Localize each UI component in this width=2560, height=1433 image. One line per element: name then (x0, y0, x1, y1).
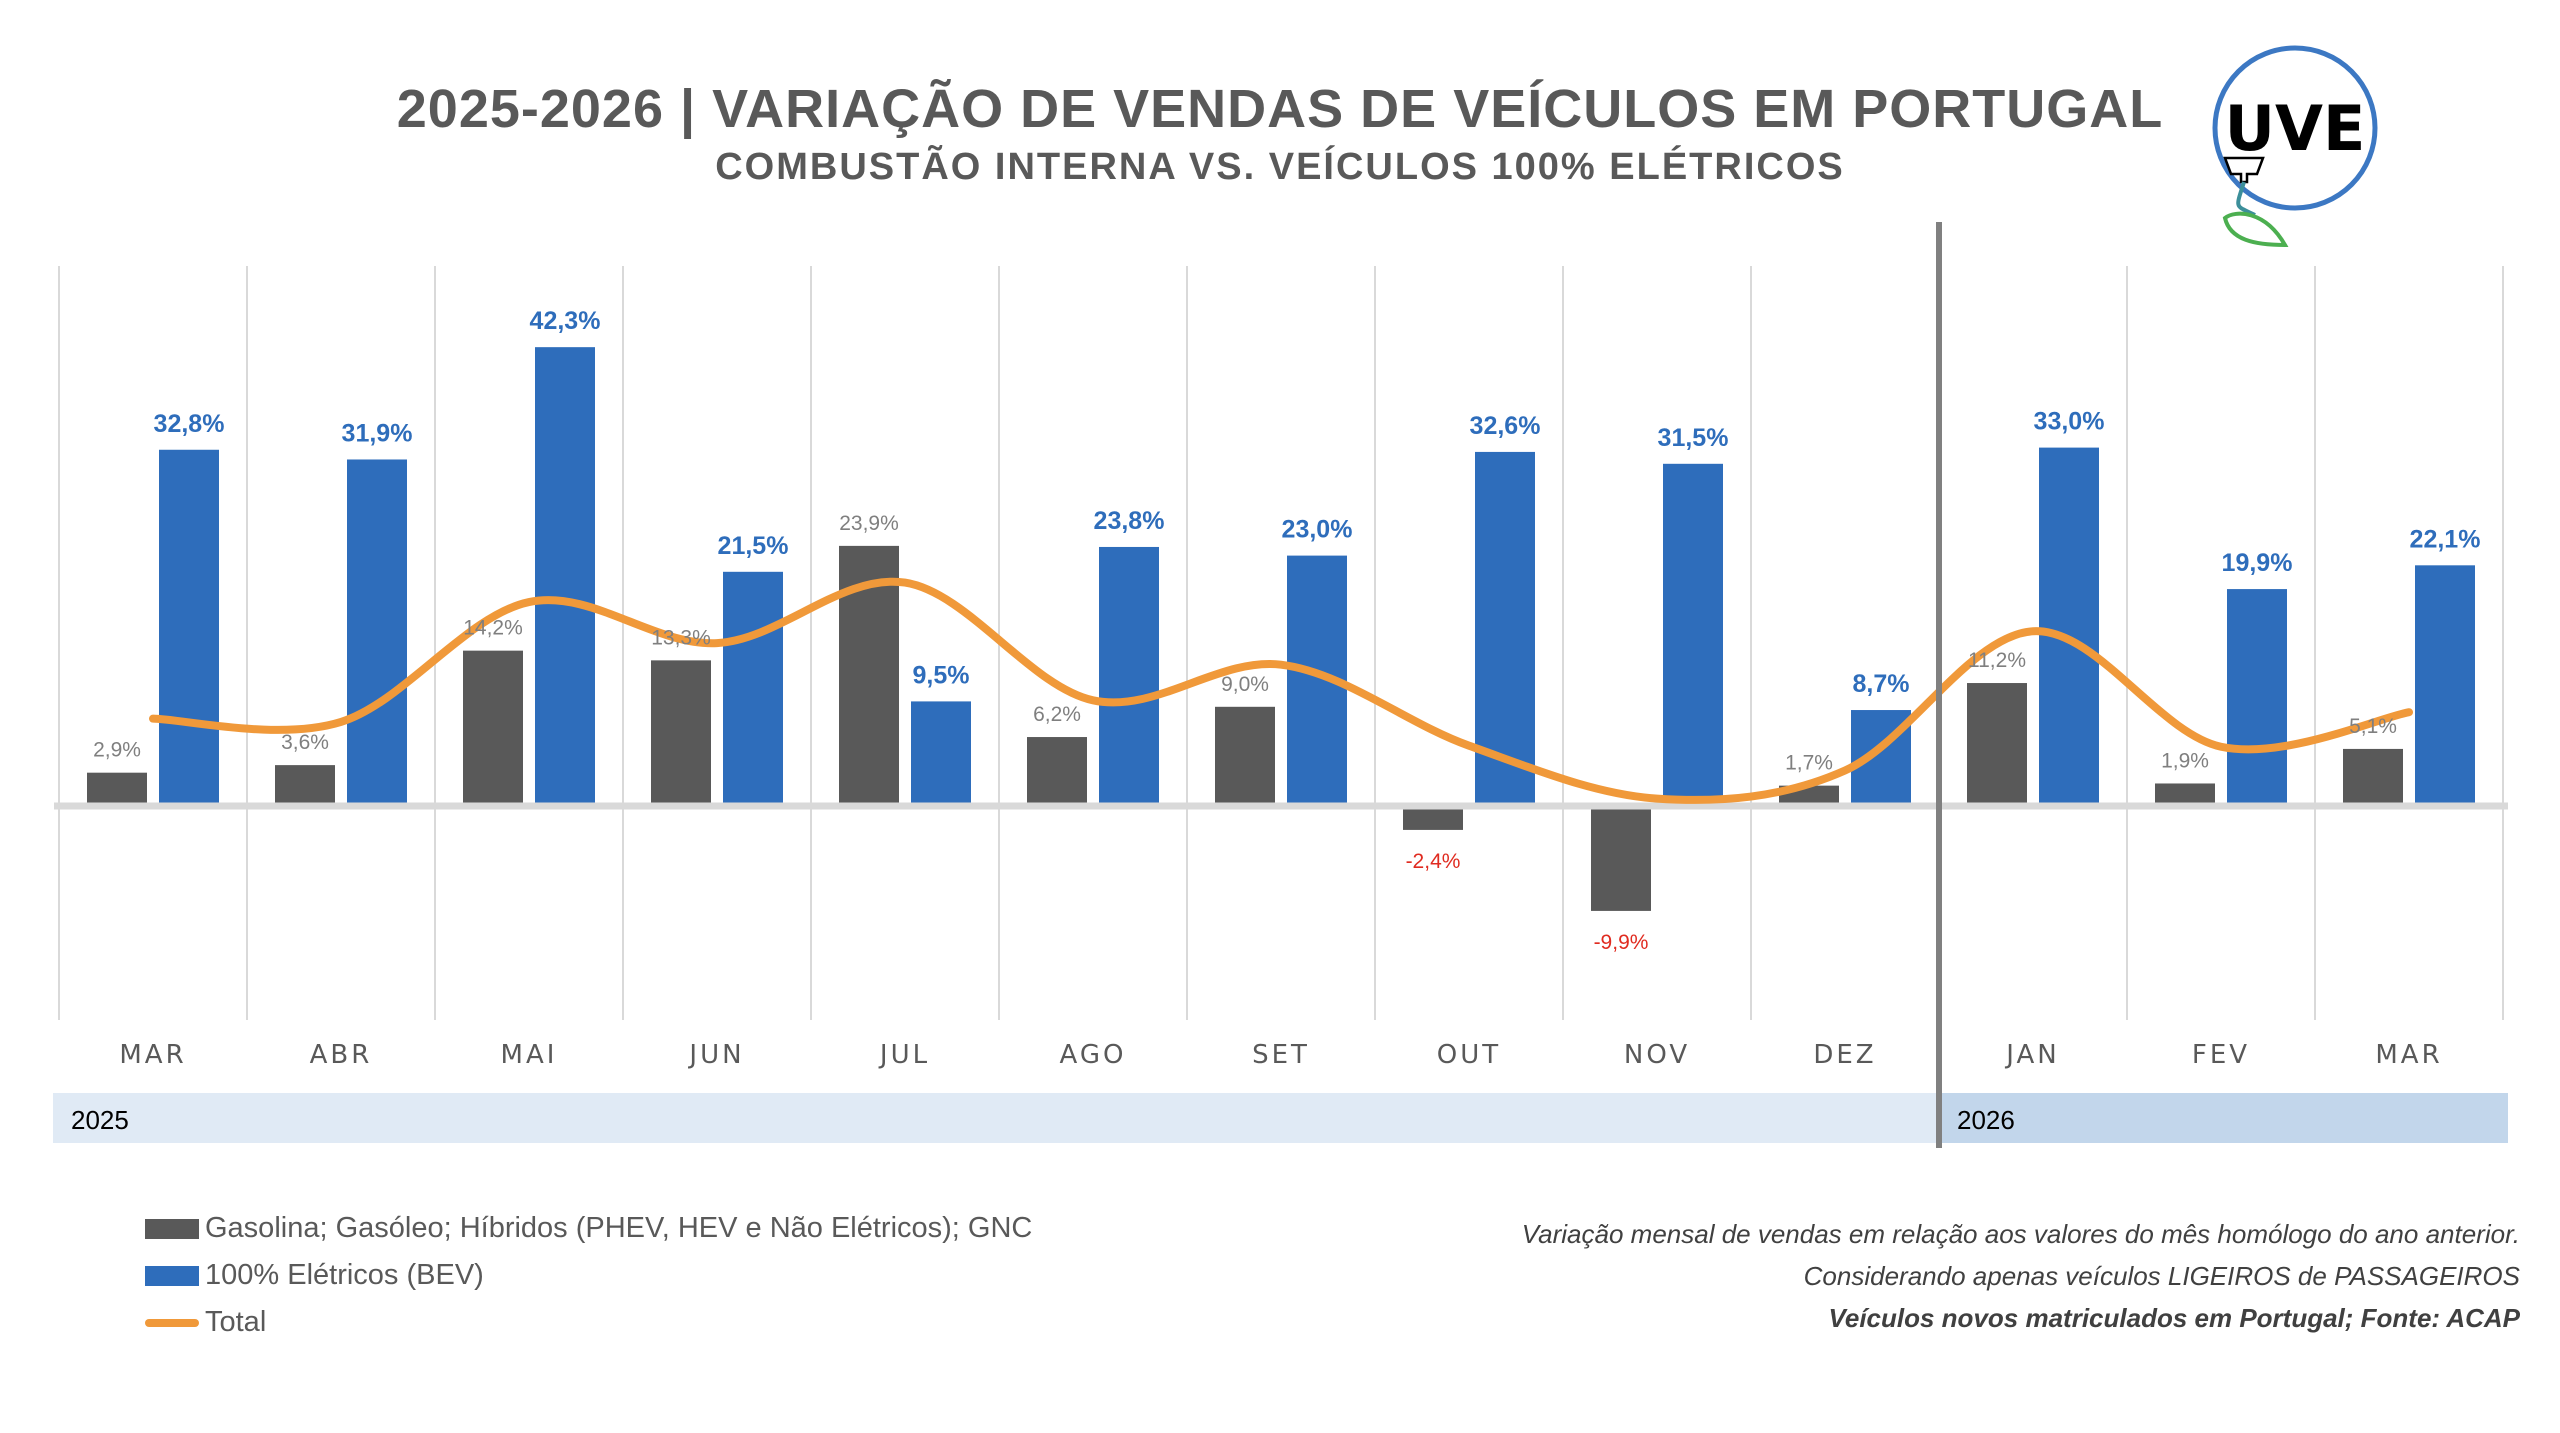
data-labels: 2,9% 32,8% 3,6% 31,9% 14,2% 42,3% 13,3% 21,5% 23… (93, 307, 2480, 954)
data-label-combustion: 5,1% (2349, 715, 2397, 738)
x-tick-label: JUL (878, 1040, 930, 1070)
gridlines (58, 266, 2504, 1020)
bar-bev (347, 459, 407, 804)
bar-combustion (463, 650, 523, 804)
footnote-source: Veículos novos matriculados em Portugal;… (1828, 1303, 2520, 1333)
bar-combustion (275, 765, 335, 804)
bar-bev (535, 347, 595, 804)
x-tick-label: SET (1252, 1040, 1310, 1070)
footnote-variation: Variação mensal de vendas em relação aos… (1521, 1219, 2520, 1249)
logo-ring-icon (2212, 45, 2378, 211)
leaf-icon (2222, 211, 2289, 248)
year-bands: 2025 2026 (53, 1093, 2508, 1143)
bar-combustion (87, 772, 147, 804)
data-label-bev: 23,8% (1094, 507, 1165, 535)
logo-text: UVE (2225, 92, 2366, 165)
data-label-combustion: 1,9% (2161, 749, 2209, 772)
legend-label: Total (205, 1306, 267, 1338)
bar-combustion (1967, 683, 2027, 804)
bev-swatch-icon (145, 1265, 199, 1286)
bar-bev (2415, 565, 2475, 804)
data-label-combustion: 11,2% (1968, 649, 2026, 672)
bar-bev (159, 449, 219, 804)
data-label-combustion: 2,9% (93, 739, 141, 762)
bar-combustion (2155, 783, 2215, 804)
plug-icon (2223, 156, 2265, 184)
data-label-bev: 42,3% (530, 307, 601, 335)
data-label-combustion: 9,0% (1221, 673, 1269, 696)
data-label-bev: 19,9% (2222, 549, 2293, 577)
bar-combustion (1591, 804, 1651, 911)
bar-combustion (2343, 748, 2403, 804)
data-label-combustion: 14,2% (463, 617, 523, 640)
legend-item-total[interactable]: Total (145, 1299, 1032, 1346)
total-line-swatch-icon (145, 1318, 199, 1327)
data-label-bev: 31,9% (342, 419, 413, 447)
data-label-combustion: 23,9% (839, 512, 899, 535)
bar-bev (1663, 463, 1723, 804)
bar-bev (723, 571, 783, 804)
x-tick-label: ABR (310, 1040, 373, 1070)
bar-combustion (1215, 706, 1275, 804)
year-label: 2025 (71, 1105, 129, 1135)
chart-title: 2025-2026 | VARIAÇÃO DE VENDAS DE VEÍCUL… (396, 79, 2164, 139)
year-band-2026 (1939, 1093, 2508, 1143)
total-line (149, 577, 2413, 804)
x-tick-label: MAI (501, 1040, 558, 1070)
footnote-scope: Considerando apenas veículos LIGEIROS de… (1803, 1261, 2520, 1291)
bar-combustion (1027, 737, 1087, 804)
data-label-combustion: -2,4% (1406, 850, 1461, 873)
x-tick-label: MAR (2375, 1040, 2442, 1070)
data-label-combustion: 13,3% (651, 626, 711, 649)
data-label-bev: 21,5% (718, 532, 789, 560)
bar-bev (1099, 546, 1159, 804)
x-tick-label: FEV (2192, 1040, 2250, 1070)
bar-bev (911, 701, 971, 804)
bar-bev (2227, 589, 2287, 804)
chart-subtitle: COMBUSTÃO INTERNA VS. VEÍCULOS 100% ELÉT… (715, 146, 1845, 188)
x-tick-labels: MAR ABR MAI JUN JUL AGO SET OUT NOV DEZ JAN FEV MAR (119, 1040, 2442, 1070)
bar-bev (2039, 447, 2099, 804)
data-label-bev: 32,6% (1470, 412, 1541, 440)
legend-item-bev[interactable]: 100% Elétricos (BEV) (145, 1252, 1032, 1299)
data-label-combustion: 3,6% (281, 731, 329, 754)
cable-icon (2236, 181, 2256, 217)
data-label-bev: 9,5% (913, 661, 970, 689)
data-label-combustion: 6,2% (1033, 703, 1081, 726)
data-label-combustion: 1,7% (1785, 752, 1833, 775)
x-tick-label: NOV (1624, 1040, 1690, 1070)
bars (87, 347, 2475, 911)
bar-bev (1475, 451, 1535, 804)
data-label-bev: 22,1% (2410, 525, 2481, 553)
legend-label: Gasolina; Gasóleo; Híbridos (PHEV, HEV e… (205, 1212, 1033, 1244)
uve-logo: UVE (2212, 45, 2378, 248)
legend: Gasolina; Gasóleo; Híbridos (PHEV, HEV e… (145, 1205, 1032, 1346)
data-label-bev: 31,5% (1658, 424, 1729, 452)
data-label-bev: 23,0% (1282, 516, 1353, 544)
data-label-bev: 8,7% (1853, 670, 1910, 698)
data-label-combustion: -9,9% (1594, 931, 1649, 954)
x-tick-label: JUN (687, 1040, 744, 1070)
footnotes: Variação mensal de vendas em relação aos… (1522, 1213, 2520, 1339)
legend-item-combustion[interactable]: Gasolina; Gasóleo; Híbridos (PHEV, HEV e… (145, 1205, 1032, 1252)
x-tick-label: MAR (119, 1040, 186, 1070)
bar-combustion (651, 660, 711, 804)
x-tick-label: DEZ (1813, 1040, 1876, 1070)
x-tick-label: OUT (1437, 1040, 1501, 1070)
year-band-2025 (53, 1093, 1939, 1143)
year-label: 2026 (1957, 1105, 2015, 1135)
data-label-bev: 33,0% (2034, 408, 2105, 436)
data-label-bev: 32,8% (154, 410, 225, 438)
x-tick-label: JAN (2004, 1040, 2059, 1070)
x-tick-label: AGO (1060, 1040, 1127, 1070)
legend-label: 100% Elétricos (BEV) (205, 1259, 484, 1291)
combustion-swatch-icon (145, 1218, 199, 1239)
